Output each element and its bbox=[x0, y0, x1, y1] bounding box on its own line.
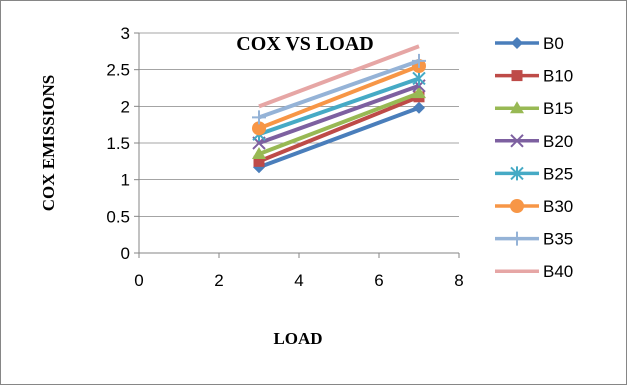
series-line bbox=[258, 64, 420, 131]
legend-marker bbox=[510, 199, 524, 213]
legend-marker bbox=[511, 70, 523, 82]
series-line bbox=[258, 105, 420, 170]
legend-entry: B10 bbox=[495, 67, 573, 86]
series-line bbox=[258, 83, 420, 145]
x-axis-title: LOAD bbox=[273, 329, 322, 348]
legend-label: B10 bbox=[543, 67, 573, 86]
y-axis-title: COX EMISSIONS bbox=[39, 75, 58, 212]
y-tick-label: 2 bbox=[121, 97, 130, 116]
legend-entry: B35 bbox=[495, 230, 573, 249]
x-tick-label: 8 bbox=[454, 271, 463, 290]
data-point bbox=[252, 121, 266, 136]
y-tick-label: 0 bbox=[121, 244, 130, 263]
legend-entry: B0 bbox=[495, 34, 564, 53]
chart-title: COX VS LOAD bbox=[236, 33, 373, 55]
legend-label: B20 bbox=[543, 132, 573, 151]
legend-marker bbox=[511, 37, 523, 49]
y-tick-label: 3 bbox=[121, 24, 130, 43]
series-line bbox=[258, 58, 420, 120]
legend-entry: B40 bbox=[495, 262, 573, 281]
tick-labels: 0 0.5 1 1.5 2 2.5 3 0 2 4 6 8 bbox=[106, 24, 463, 290]
series-line bbox=[258, 76, 420, 137]
legend-entry: B30 bbox=[495, 197, 573, 216]
y-tick-label: 0.5 bbox=[106, 207, 130, 226]
plot-series bbox=[252, 44, 426, 174]
data-point bbox=[412, 53, 426, 68]
legend-label: B0 bbox=[543, 34, 564, 53]
y-tick-label: 1 bbox=[121, 171, 130, 190]
data-point bbox=[413, 101, 425, 114]
series-b35 bbox=[252, 53, 426, 125]
x-tick-label: 6 bbox=[374, 271, 383, 290]
y-tick-label: 2.5 bbox=[106, 61, 130, 80]
x-tick-label: 2 bbox=[214, 271, 223, 290]
series-b30 bbox=[252, 59, 426, 136]
series-line bbox=[258, 91, 420, 156]
data-point bbox=[252, 147, 266, 159]
legend-label: B15 bbox=[543, 99, 573, 118]
legend-label: B25 bbox=[543, 164, 573, 183]
legend-label: B30 bbox=[543, 197, 573, 216]
legend-entry: B20 bbox=[495, 132, 573, 151]
data-point bbox=[253, 155, 265, 167]
series-line bbox=[258, 94, 420, 164]
legend-label: B40 bbox=[543, 262, 573, 281]
y-tick-label: 1.5 bbox=[106, 134, 130, 153]
series-line bbox=[258, 44, 420, 109]
legend-entry: B15 bbox=[495, 99, 573, 118]
legend-label: B35 bbox=[543, 230, 573, 249]
series-b40 bbox=[258, 44, 420, 109]
legend-entry: B25 bbox=[495, 164, 573, 183]
legend-marker bbox=[510, 231, 524, 246]
legend-marker bbox=[510, 166, 524, 181]
x-tick-label: 0 bbox=[134, 271, 143, 290]
data-point bbox=[412, 71, 426, 86]
legend-marker bbox=[510, 134, 524, 148]
series-b15 bbox=[252, 86, 426, 159]
data-point bbox=[412, 86, 426, 99]
legend: B0 B10 B15 B20 B25 B30 B35 B40 bbox=[495, 34, 573, 281]
data-point bbox=[252, 110, 266, 125]
axes bbox=[134, 32, 460, 258]
x-tick-label: 4 bbox=[294, 271, 303, 290]
legend-marker bbox=[510, 101, 524, 114]
gridlines bbox=[139, 32, 459, 217]
